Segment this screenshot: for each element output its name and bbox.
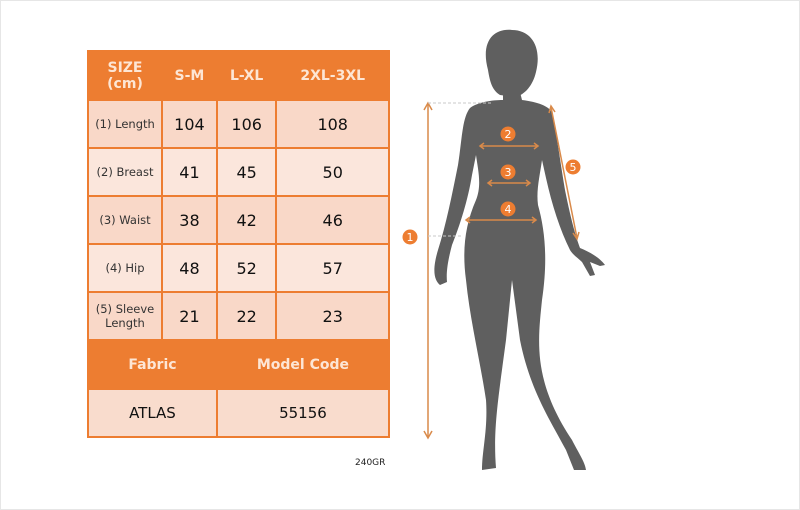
cell: 23 bbox=[275, 291, 390, 341]
marker-5: 5 bbox=[570, 161, 577, 174]
cell: 38 bbox=[161, 195, 218, 245]
size-unit-header: SIZE (cm) bbox=[87, 50, 163, 101]
marker-3-circle bbox=[500, 164, 516, 180]
cell: 48 bbox=[161, 243, 218, 293]
breast-arrow bbox=[478, 142, 540, 150]
fabric-header-row: Fabric Model Code bbox=[87, 339, 391, 390]
marker-5-circle bbox=[565, 159, 581, 175]
cell: 52 bbox=[215, 243, 278, 293]
cell: 50 bbox=[275, 147, 390, 197]
hip-arrow bbox=[464, 216, 538, 224]
fabric-value: ATLAS bbox=[87, 388, 218, 438]
marker-2-circle bbox=[500, 126, 516, 142]
cell: 41 bbox=[161, 147, 218, 197]
fabric-value-row: ATLAS 55156 bbox=[87, 388, 391, 438]
footer-code: 240GR bbox=[355, 458, 386, 468]
table-row-waist: (3) Waist 38 42 46 bbox=[87, 195, 390, 245]
size-header-s-m: S-M bbox=[161, 50, 218, 101]
size-chart-table: SIZE (cm) S-M L-XL 2XL-3XL (1) Length 104… bbox=[87, 50, 391, 438]
row-label: (5) Sleeve Length bbox=[87, 291, 163, 341]
waist-arrow bbox=[486, 179, 532, 187]
cell: 21 bbox=[161, 291, 218, 341]
size-header-l-xl: L-XL bbox=[215, 50, 278, 101]
torso bbox=[434, 92, 605, 470]
table-row-length: (1) Length 104 106 108 bbox=[87, 99, 390, 149]
cell: 57 bbox=[275, 243, 390, 293]
sleeve-arrow bbox=[548, 104, 580, 241]
row-label: (4) Hip bbox=[87, 243, 163, 293]
marker-2: 2 bbox=[505, 128, 512, 141]
size-header-2xl-3xl: 2XL-3XL bbox=[275, 50, 390, 101]
model-code-value: 55156 bbox=[215, 388, 391, 438]
fabric-header: Fabric bbox=[87, 339, 218, 390]
cell: 106 bbox=[215, 99, 278, 149]
table-row-breast: (2) Breast 41 45 50 bbox=[87, 147, 390, 197]
marker-1: 1 bbox=[407, 231, 414, 244]
cell: 104 bbox=[161, 99, 218, 149]
row-label: (3) Waist bbox=[87, 195, 163, 245]
marker-4-circle bbox=[500, 201, 516, 217]
cell: 45 bbox=[215, 147, 278, 197]
cell: 42 bbox=[215, 195, 278, 245]
body-silhouette bbox=[434, 29, 605, 470]
header-row: SIZE (cm) S-M L-XL 2XL-3XL bbox=[87, 50, 390, 101]
markers: 1 2 3 4 5 bbox=[402, 126, 581, 245]
row-label: (2) Breast bbox=[87, 147, 163, 197]
cell: 46 bbox=[275, 195, 390, 245]
table-row-hip: (4) Hip 48 52 57 bbox=[87, 243, 390, 293]
marker-1-circle bbox=[402, 229, 418, 245]
row-label: (1) Length bbox=[87, 99, 163, 149]
table-row-sleeve-length: (5) Sleeve Length 21 22 23 bbox=[87, 291, 390, 341]
marker-4: 4 bbox=[505, 203, 512, 216]
cell: 108 bbox=[275, 99, 390, 149]
model-code-header: Model Code bbox=[215, 339, 391, 390]
marker-3: 3 bbox=[505, 166, 512, 179]
hair bbox=[485, 29, 538, 97]
cell: 22 bbox=[215, 291, 278, 341]
measurement-lines bbox=[423, 101, 580, 440]
